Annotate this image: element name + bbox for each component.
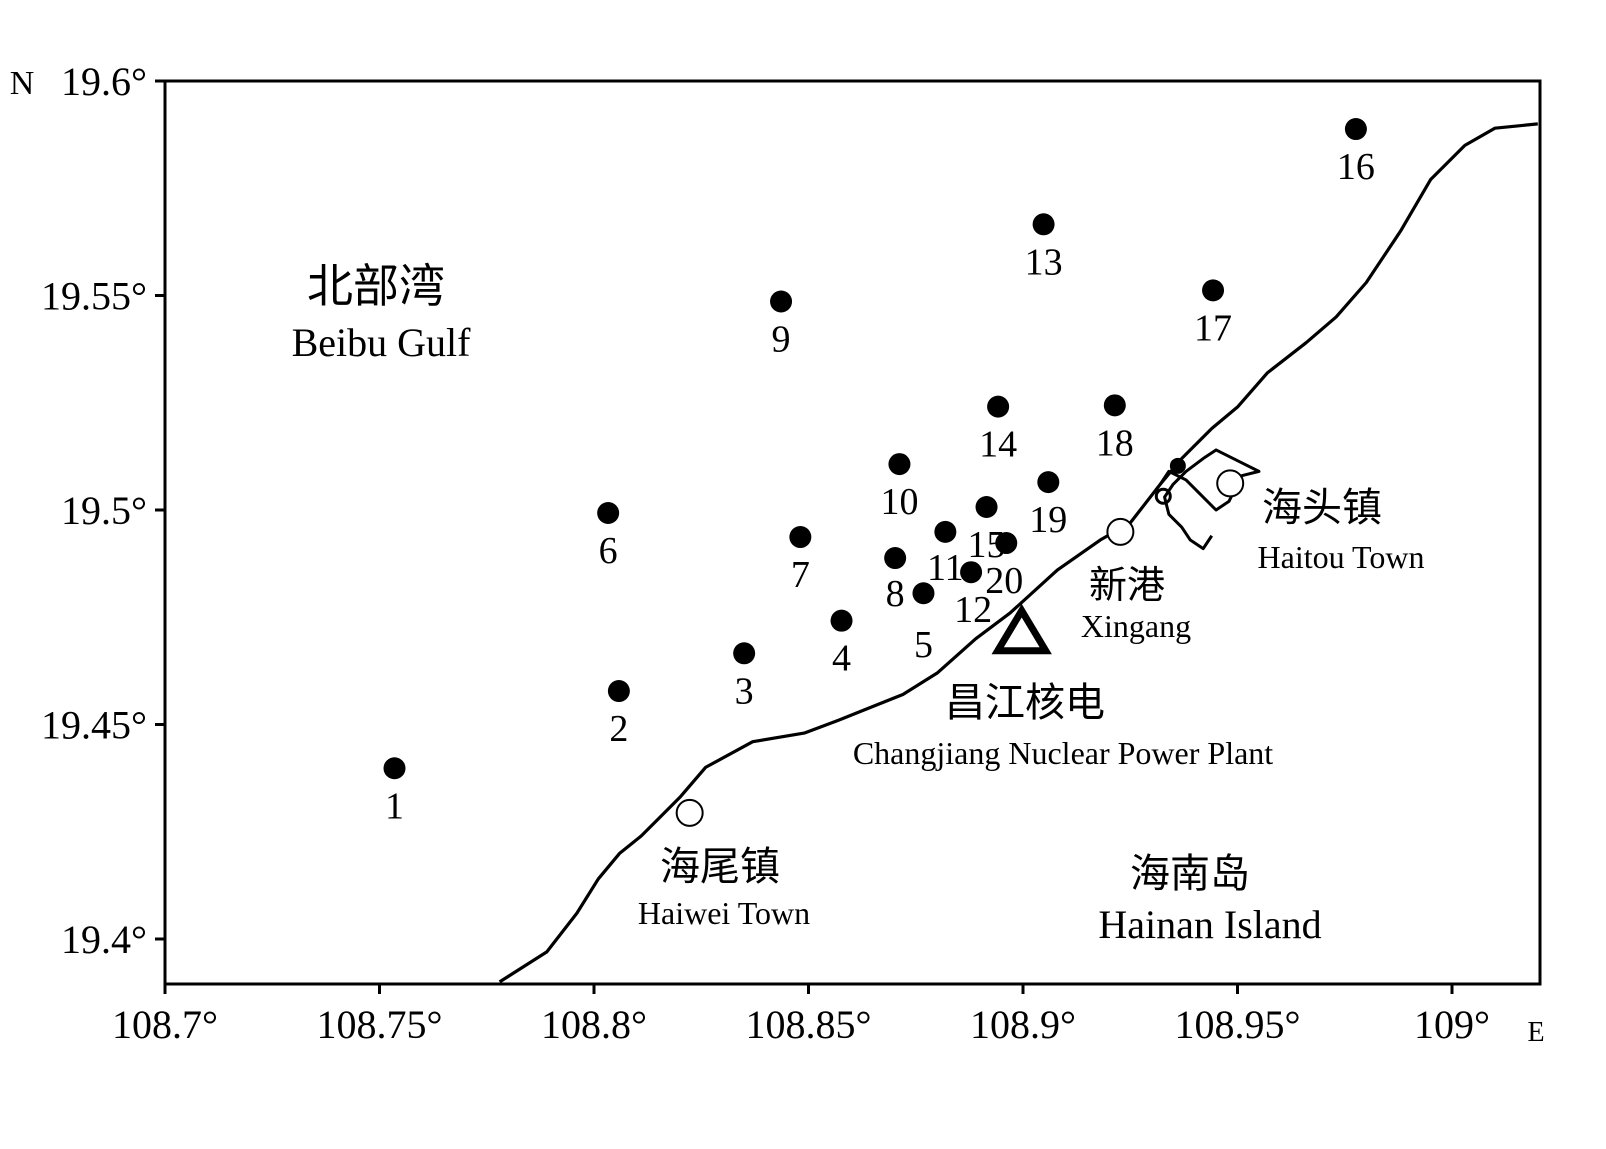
- station-1-label: 1: [385, 785, 404, 827]
- x-tick-label: 108.9°: [970, 1002, 1076, 1047]
- estuary-islet: [1154, 487, 1172, 505]
- haiwei-label-cn: 海尾镇: [660, 844, 780, 889]
- town-haiwei-marker: [675, 798, 704, 827]
- station-17-label: 17: [1194, 307, 1232, 349]
- station-5-marker: [912, 582, 935, 605]
- gulf-label-cn: 北部湾: [307, 261, 445, 312]
- station-18-label: 18: [1096, 422, 1134, 464]
- plant-layer: [991, 603, 1052, 655]
- x-tick-label: 109°: [1414, 1002, 1490, 1047]
- map-frame: [163, 79, 1542, 986]
- town-haitou-marker: [1216, 469, 1245, 498]
- station-12-label: 12: [954, 589, 992, 631]
- station-13-marker: [1032, 213, 1055, 236]
- station-10-label: 10: [880, 481, 918, 523]
- y-tick-label: 19.55°: [41, 274, 147, 319]
- x-tick-label: 108.95°: [1175, 1002, 1301, 1047]
- station-4-label: 4: [832, 638, 851, 680]
- y-tick-label: 19.45°: [41, 703, 147, 748]
- station-20-marker: [995, 532, 1018, 555]
- xingang-label-cn: 新港: [1089, 565, 1165, 607]
- x-tick-label: 108.85°: [746, 1002, 872, 1047]
- plant-label-en: Changjiang Nuclear Power Plant: [853, 735, 1273, 771]
- island-label-cn: 海南岛: [1130, 851, 1250, 896]
- xingang-label-en: Xingang: [1081, 608, 1191, 644]
- station-3-marker: [733, 642, 756, 665]
- station-11-marker: [934, 520, 957, 543]
- station-6-label: 6: [599, 530, 618, 572]
- town-xingang-marker: [1106, 517, 1135, 546]
- station-2-marker: [607, 680, 630, 703]
- estuary-marker: [1169, 457, 1186, 474]
- place-labels: N E 北部湾 Beibu Gulf 海南岛 Hainan Island 海尾镇…: [10, 65, 1545, 1048]
- station-9-marker: [770, 290, 793, 313]
- station-11-label: 11: [927, 547, 964, 589]
- y-tick-label: 19.6°: [61, 59, 147, 104]
- station-6-marker: [597, 502, 620, 525]
- gulf-label-en: Beibu Gulf: [292, 320, 472, 365]
- station-8-marker: [884, 547, 907, 570]
- y-tick-label: 19.5°: [61, 488, 147, 533]
- station-8-label: 8: [886, 573, 905, 615]
- station-3-label: 3: [735, 670, 754, 712]
- station-9-label: 9: [772, 319, 791, 361]
- x-tick-label: 108.7°: [112, 1002, 218, 1047]
- station-13-label: 13: [1025, 241, 1063, 283]
- station-14-marker: [987, 395, 1010, 418]
- town-layer: [675, 469, 1245, 827]
- station-19-marker: [1037, 471, 1060, 494]
- plant-label-cn: 昌江核电: [945, 680, 1105, 725]
- river-estuary: [1159, 448, 1261, 551]
- station-12-marker: [960, 561, 983, 584]
- east-axis-label: E: [1527, 1017, 1544, 1048]
- y-tick-label: 19.4°: [61, 917, 147, 962]
- island-label-en: Hainan Island: [1098, 902, 1321, 947]
- station-18-marker: [1103, 394, 1126, 417]
- coastline: [498, 122, 1538, 984]
- station-16-label: 16: [1337, 146, 1375, 188]
- nuclear-plant-triangle-icon: [991, 603, 1052, 655]
- station-5-label: 5: [914, 624, 933, 666]
- x-tick-label: 108.75°: [317, 1002, 443, 1047]
- x-tick-label: 108.8°: [541, 1002, 647, 1047]
- axis-ticks: 108.7° 108.75° 108.8° 108.85° 108.9° 108.95° 1…: [41, 59, 1490, 1047]
- station-2-label: 2: [609, 708, 628, 750]
- station-17-marker: [1202, 279, 1225, 302]
- coast-layer: [498, 122, 1538, 984]
- station-15-marker: [975, 495, 998, 518]
- haitou-label-en: Haitou Town: [1258, 539, 1425, 575]
- north-axis-label: N: [10, 65, 35, 102]
- station-1-marker: [383, 757, 406, 780]
- station-10-marker: [888, 453, 911, 476]
- station-16-marker: [1344, 118, 1367, 141]
- station-14-label: 14: [979, 424, 1017, 466]
- haitou-label-cn: 海头镇: [1262, 485, 1382, 530]
- station-7-label: 7: [791, 554, 810, 596]
- station-4-marker: [830, 609, 853, 632]
- station-7-marker: [789, 526, 812, 549]
- haiwei-label-en: Haiwei Town: [638, 895, 810, 931]
- station-19-label: 19: [1029, 499, 1067, 541]
- plot-border: [163, 79, 1542, 986]
- station-20-label: 20: [985, 560, 1023, 602]
